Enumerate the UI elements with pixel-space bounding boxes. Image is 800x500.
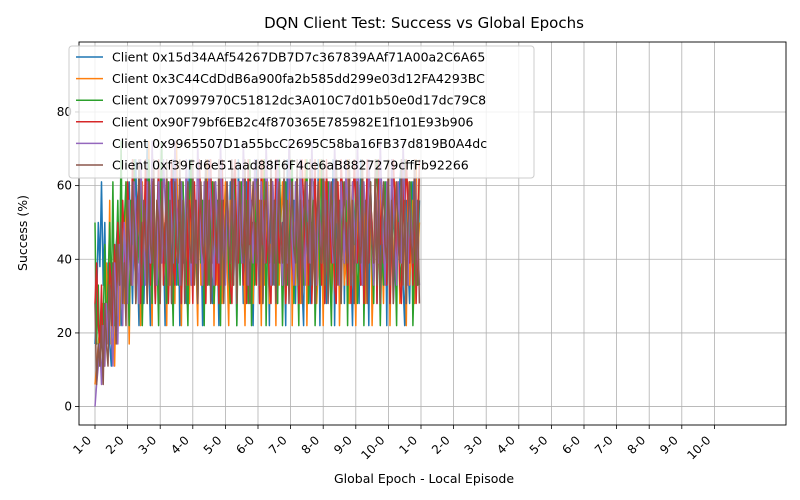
legend-label: Client 0xf39Fd6e51aad88F6F4ce6aB8827279c… <box>112 158 469 173</box>
y-axis-title: Success (%) <box>15 195 30 271</box>
series-line-6 <box>94 159 421 386</box>
y-tick-label: 60 <box>57 179 72 193</box>
legend-label: Client 0x3C44CdDdB6a900fa2b585dd299e03d1… <box>112 71 485 86</box>
legend-label: Client 0x9965507D1a55bcC2695C58ba16FB37d… <box>112 136 487 151</box>
x-axis-title: Global Epoch - Local Episode <box>334 471 514 486</box>
legend-label: Client 0x90F79bf6EB2c4f870365E785982E1f1… <box>112 114 474 129</box>
y-tick-label: 80 <box>57 105 72 119</box>
chart-title: DQN Client Test: Success vs Global Epoch… <box>264 14 584 32</box>
y-tick-label: 0 <box>64 400 72 414</box>
legend: Client 0x15d34AAf54267DB7D7c367839AAf71A… <box>68 45 535 179</box>
axes-frame <box>78 41 787 426</box>
legend-label: Client 0x15d34AAf54267DB7D7c367839AAf71A… <box>112 50 485 65</box>
y-tick-label: 40 <box>57 252 72 266</box>
legend-label: Client 0x70997970C51812dc3A010C7d01b50e0… <box>112 93 486 108</box>
y-axis: 0 20 40 60 80 <box>57 105 79 414</box>
y-tick-label: 20 <box>57 326 72 340</box>
legend-box <box>68 45 535 179</box>
